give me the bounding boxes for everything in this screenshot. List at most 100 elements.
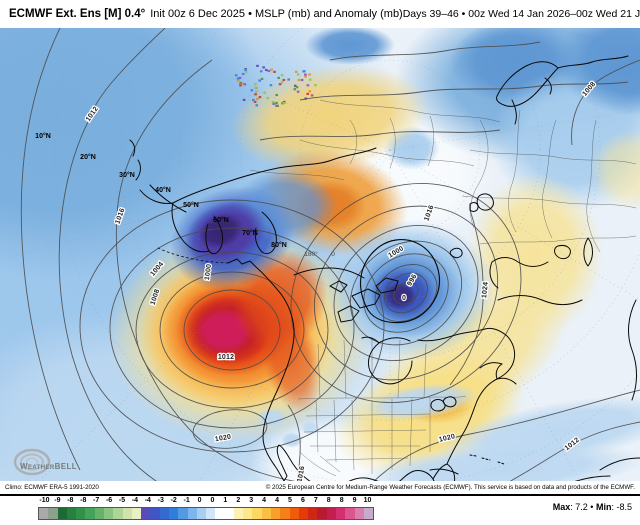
colorbar-tick-label: 8 (339, 497, 344, 504)
colorbar-segment (345, 508, 355, 519)
colorbar-tick-label: -7 (93, 497, 100, 504)
init-and-variable: Init 00z 6 Dec 2025 • MSLP (mb) and Anom… (150, 8, 403, 20)
colorbar-segment (113, 508, 123, 519)
colorbar-tick-label: 0 (197, 497, 202, 504)
lat-label: 80°N (271, 241, 287, 249)
valid-dates: Days 39–46 • 00z Wed 14 Jan 2026–00z Wed… (402, 8, 640, 20)
colorbar-segment (261, 508, 272, 519)
colorbar-segment (243, 508, 253, 519)
colorbar-segment (215, 508, 225, 519)
separator-dot: • (590, 502, 594, 512)
colorbar-tick-label: 1 (223, 497, 228, 504)
colorbar-segment (233, 508, 244, 519)
colorbar-tick-label: -10 (39, 497, 50, 504)
colorbar-segment (317, 508, 327, 519)
max-min-readout: Max: 7.2 • Min: -8.5 (552, 502, 632, 512)
contour-label: 1000 (204, 263, 213, 280)
meridian-label: 0 (331, 251, 335, 258)
max-label: Max (552, 502, 571, 512)
model-title: ECMWF Ext. Ens [M] 0.4° (9, 8, 146, 20)
colorbar-segment (289, 508, 299, 519)
contour-label: 1024 (481, 282, 490, 299)
lat-label: 30°N (119, 171, 135, 179)
colorbar-segment (187, 508, 197, 519)
weatherbell-logo: WeatherBELL (13, 448, 77, 476)
colorbar-segment (336, 508, 346, 519)
credits-row: Climo: ECMWF ERA-5 1991-2020 © 2025 Euro… (0, 481, 640, 494)
colorbar (38, 507, 374, 520)
logo-brand-text: WeatherBELL (20, 462, 77, 471)
colorbar-tick-label: -8 (67, 497, 74, 504)
meridian-labels: 180° 0 (304, 250, 335, 258)
colorbar-segment (271, 508, 281, 519)
colorbar-tick-label: 4 (262, 497, 267, 504)
climo-text: Climo: ECMWF ERA-5 1991-2020 (5, 484, 99, 491)
political-borders (249, 99, 637, 477)
mslp-contours (20, 28, 640, 481)
contour-label: 1016 (297, 465, 307, 481)
lat-label: 40°N (155, 186, 171, 194)
colorbar-segment (178, 508, 188, 519)
colorbar-tick-label: 9 (352, 497, 357, 504)
colorbar-segment (57, 508, 67, 519)
colorbar-tick-label: -5 (118, 497, 126, 504)
meridian-label: 180° (304, 250, 318, 258)
lat-label: 70°N (242, 229, 258, 237)
colorbar-segment (298, 508, 309, 519)
colorbar-segment (76, 508, 86, 519)
colorbar-tick-label: -1 (183, 497, 190, 504)
colorbar-segment (159, 508, 169, 519)
colorbar-tick-label: -4 (131, 497, 139, 504)
colorbar-segment (196, 508, 207, 519)
colorbar-tick-label: 10 (363, 497, 372, 504)
colorbar-segment (141, 508, 151, 519)
colorbar-segment (224, 508, 234, 519)
graticule (0, 28, 640, 481)
colorbar-segment (131, 508, 142, 519)
min-value: -8.5 (616, 502, 632, 512)
colorbar-labels: -10 -9 -8 -8 -7 -6 -5 -4 -4 -3 -2 -1 0 0 1 2 3 4 4 5 6 7 8 8 9 10 (38, 497, 374, 504)
colorbar-segment (103, 508, 114, 519)
max-value: 7.2 (575, 502, 588, 512)
colorbar-segment (39, 508, 49, 519)
colorbar-segment (94, 508, 104, 519)
colorbar-tick-label: -6 (105, 497, 113, 504)
colorbar-tick-label: 8 (326, 497, 331, 504)
colorbar-tick-label: -2 (170, 497, 177, 504)
colorbar-segment (280, 508, 290, 519)
coastlines (129, 55, 640, 481)
colorbar-tick-label: 4 (275, 497, 279, 504)
lat-label: 50°N (183, 201, 199, 209)
colorbar-segment (252, 508, 262, 519)
low-center-label: 0 (402, 295, 406, 302)
header: ECMWF Ext. Ens [M] 0.4° Init 00z 6 Dec 2… (0, 0, 640, 28)
colorbar-tick-label: 7 (313, 497, 318, 504)
latitude-labels: 10°N 20°N 30°N 40°N 50°N 60°N 70°N 80°N (35, 132, 287, 249)
colorbar-tick-label: -8 (80, 497, 87, 504)
colorbar-tick-label: -9 (54, 497, 61, 504)
colorbar-segment (326, 508, 336, 519)
colorbar-tick-label: -4 (144, 497, 151, 504)
lat-label: 20°N (80, 153, 96, 161)
colorbar-segment (48, 508, 58, 519)
colorbar-tick-label: 2 (236, 497, 241, 504)
colorbar-segment (168, 508, 179, 519)
colorbar-area: -10 -9 -8 -8 -7 -6 -5 -4 -4 -3 -2 -1 0 0 1 2 3 4 4 5 6 7 8 8 9 10… (0, 496, 640, 525)
colorbar-tick-label: 3 (249, 497, 254, 504)
colorbar-tick-label: 6 (300, 497, 305, 504)
min-label: Min (595, 502, 612, 512)
divider-line (0, 494, 640, 496)
anomaly-map: 10°N 20°N 30°N 40°N 50°N 60°N 70°N 80°N … (0, 28, 640, 481)
lat-label: 10°N (35, 132, 51, 140)
copyright-text: © 2025 European Centre for Medium-Range … (265, 484, 635, 491)
colorbar-segment (354, 508, 364, 519)
colorbar-tick-label: 5 (288, 497, 292, 504)
colorbar-segment (150, 508, 160, 519)
lat-label: 60°N (213, 216, 229, 224)
colorbar-segment (85, 508, 95, 519)
colorbar-segment (363, 508, 374, 519)
colorbar-segment (206, 508, 216, 519)
colorbar-tick-label: 0 (210, 497, 215, 504)
contour-label: 1012 (218, 354, 234, 361)
